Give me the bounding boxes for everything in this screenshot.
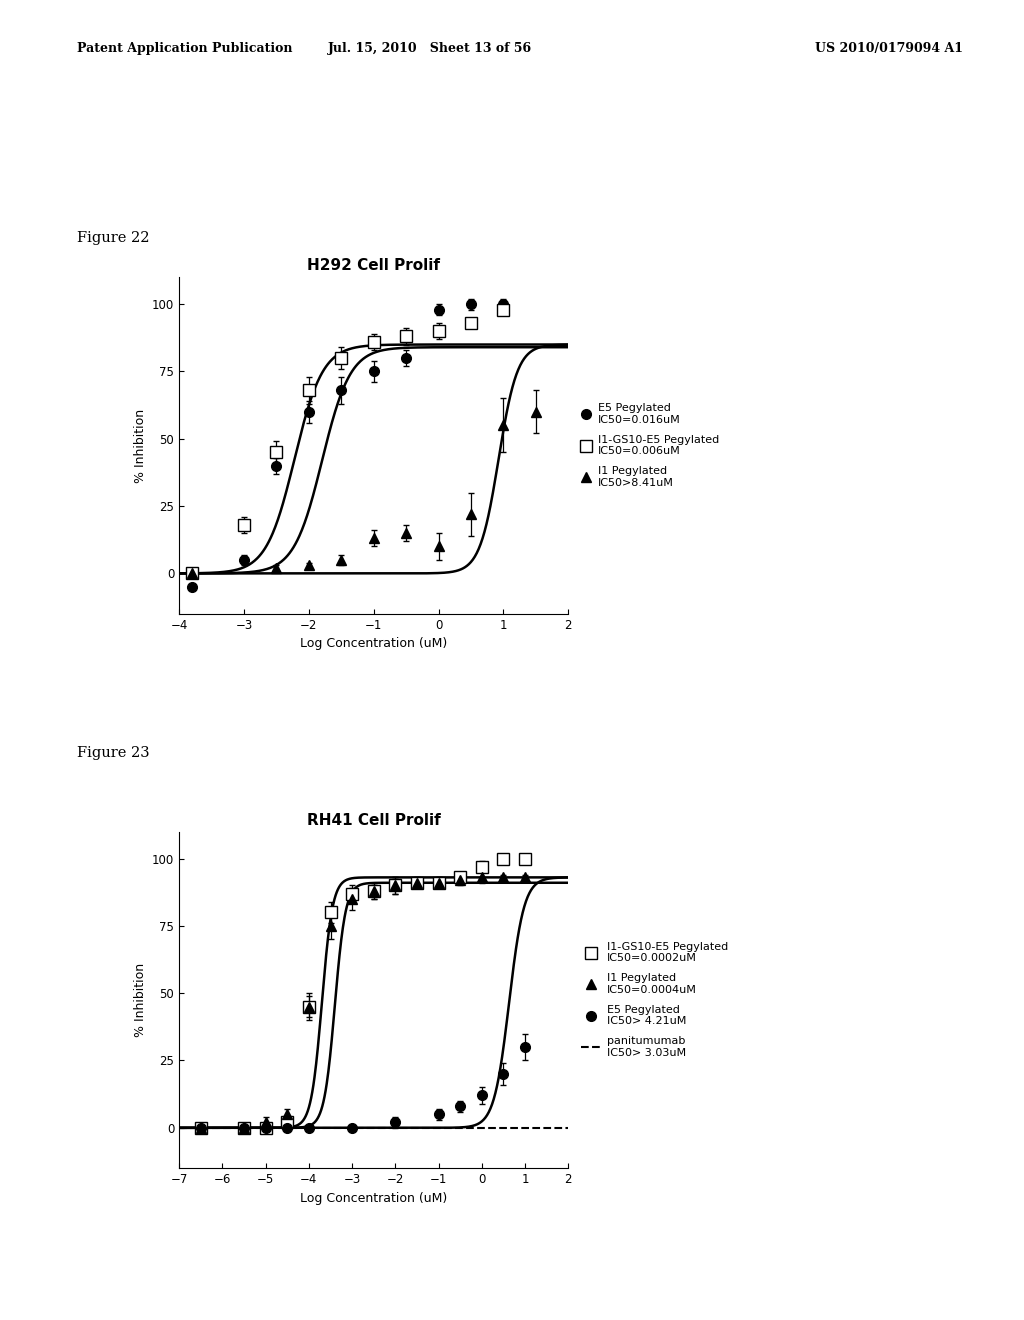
X-axis label: Log Concentration (uM): Log Concentration (uM): [300, 638, 447, 651]
Y-axis label: % Inhibition: % Inhibition: [133, 408, 146, 483]
Text: US 2010/0179094 A1: US 2010/0179094 A1: [814, 42, 963, 55]
Legend: E5 Pegylated
IC50=0.016uM, I1-GS10-E5 Pegylated
IC50=0.006uM, I1 Pegylated
IC50>: E5 Pegylated IC50=0.016uM, I1-GS10-E5 Pe…: [577, 399, 724, 492]
Y-axis label: % Inhibition: % Inhibition: [133, 962, 146, 1038]
Title: H292 Cell Prolif: H292 Cell Prolif: [307, 259, 440, 273]
Text: Patent Application Publication: Patent Application Publication: [77, 42, 292, 55]
Legend: I1-GS10-E5 Pegylated
IC50=0.0002uM, I1 Pegylated
IC50=0.0004uM, E5 Pegylated
IC5: I1-GS10-E5 Pegylated IC50=0.0002uM, I1 P…: [577, 937, 733, 1063]
Text: Jul. 15, 2010   Sheet 13 of 56: Jul. 15, 2010 Sheet 13 of 56: [328, 42, 532, 55]
Text: Figure 23: Figure 23: [77, 746, 150, 760]
Text: Figure 22: Figure 22: [77, 231, 150, 246]
X-axis label: Log Concentration (uM): Log Concentration (uM): [300, 1192, 447, 1205]
Title: RH41 Cell Prolif: RH41 Cell Prolif: [307, 813, 440, 828]
